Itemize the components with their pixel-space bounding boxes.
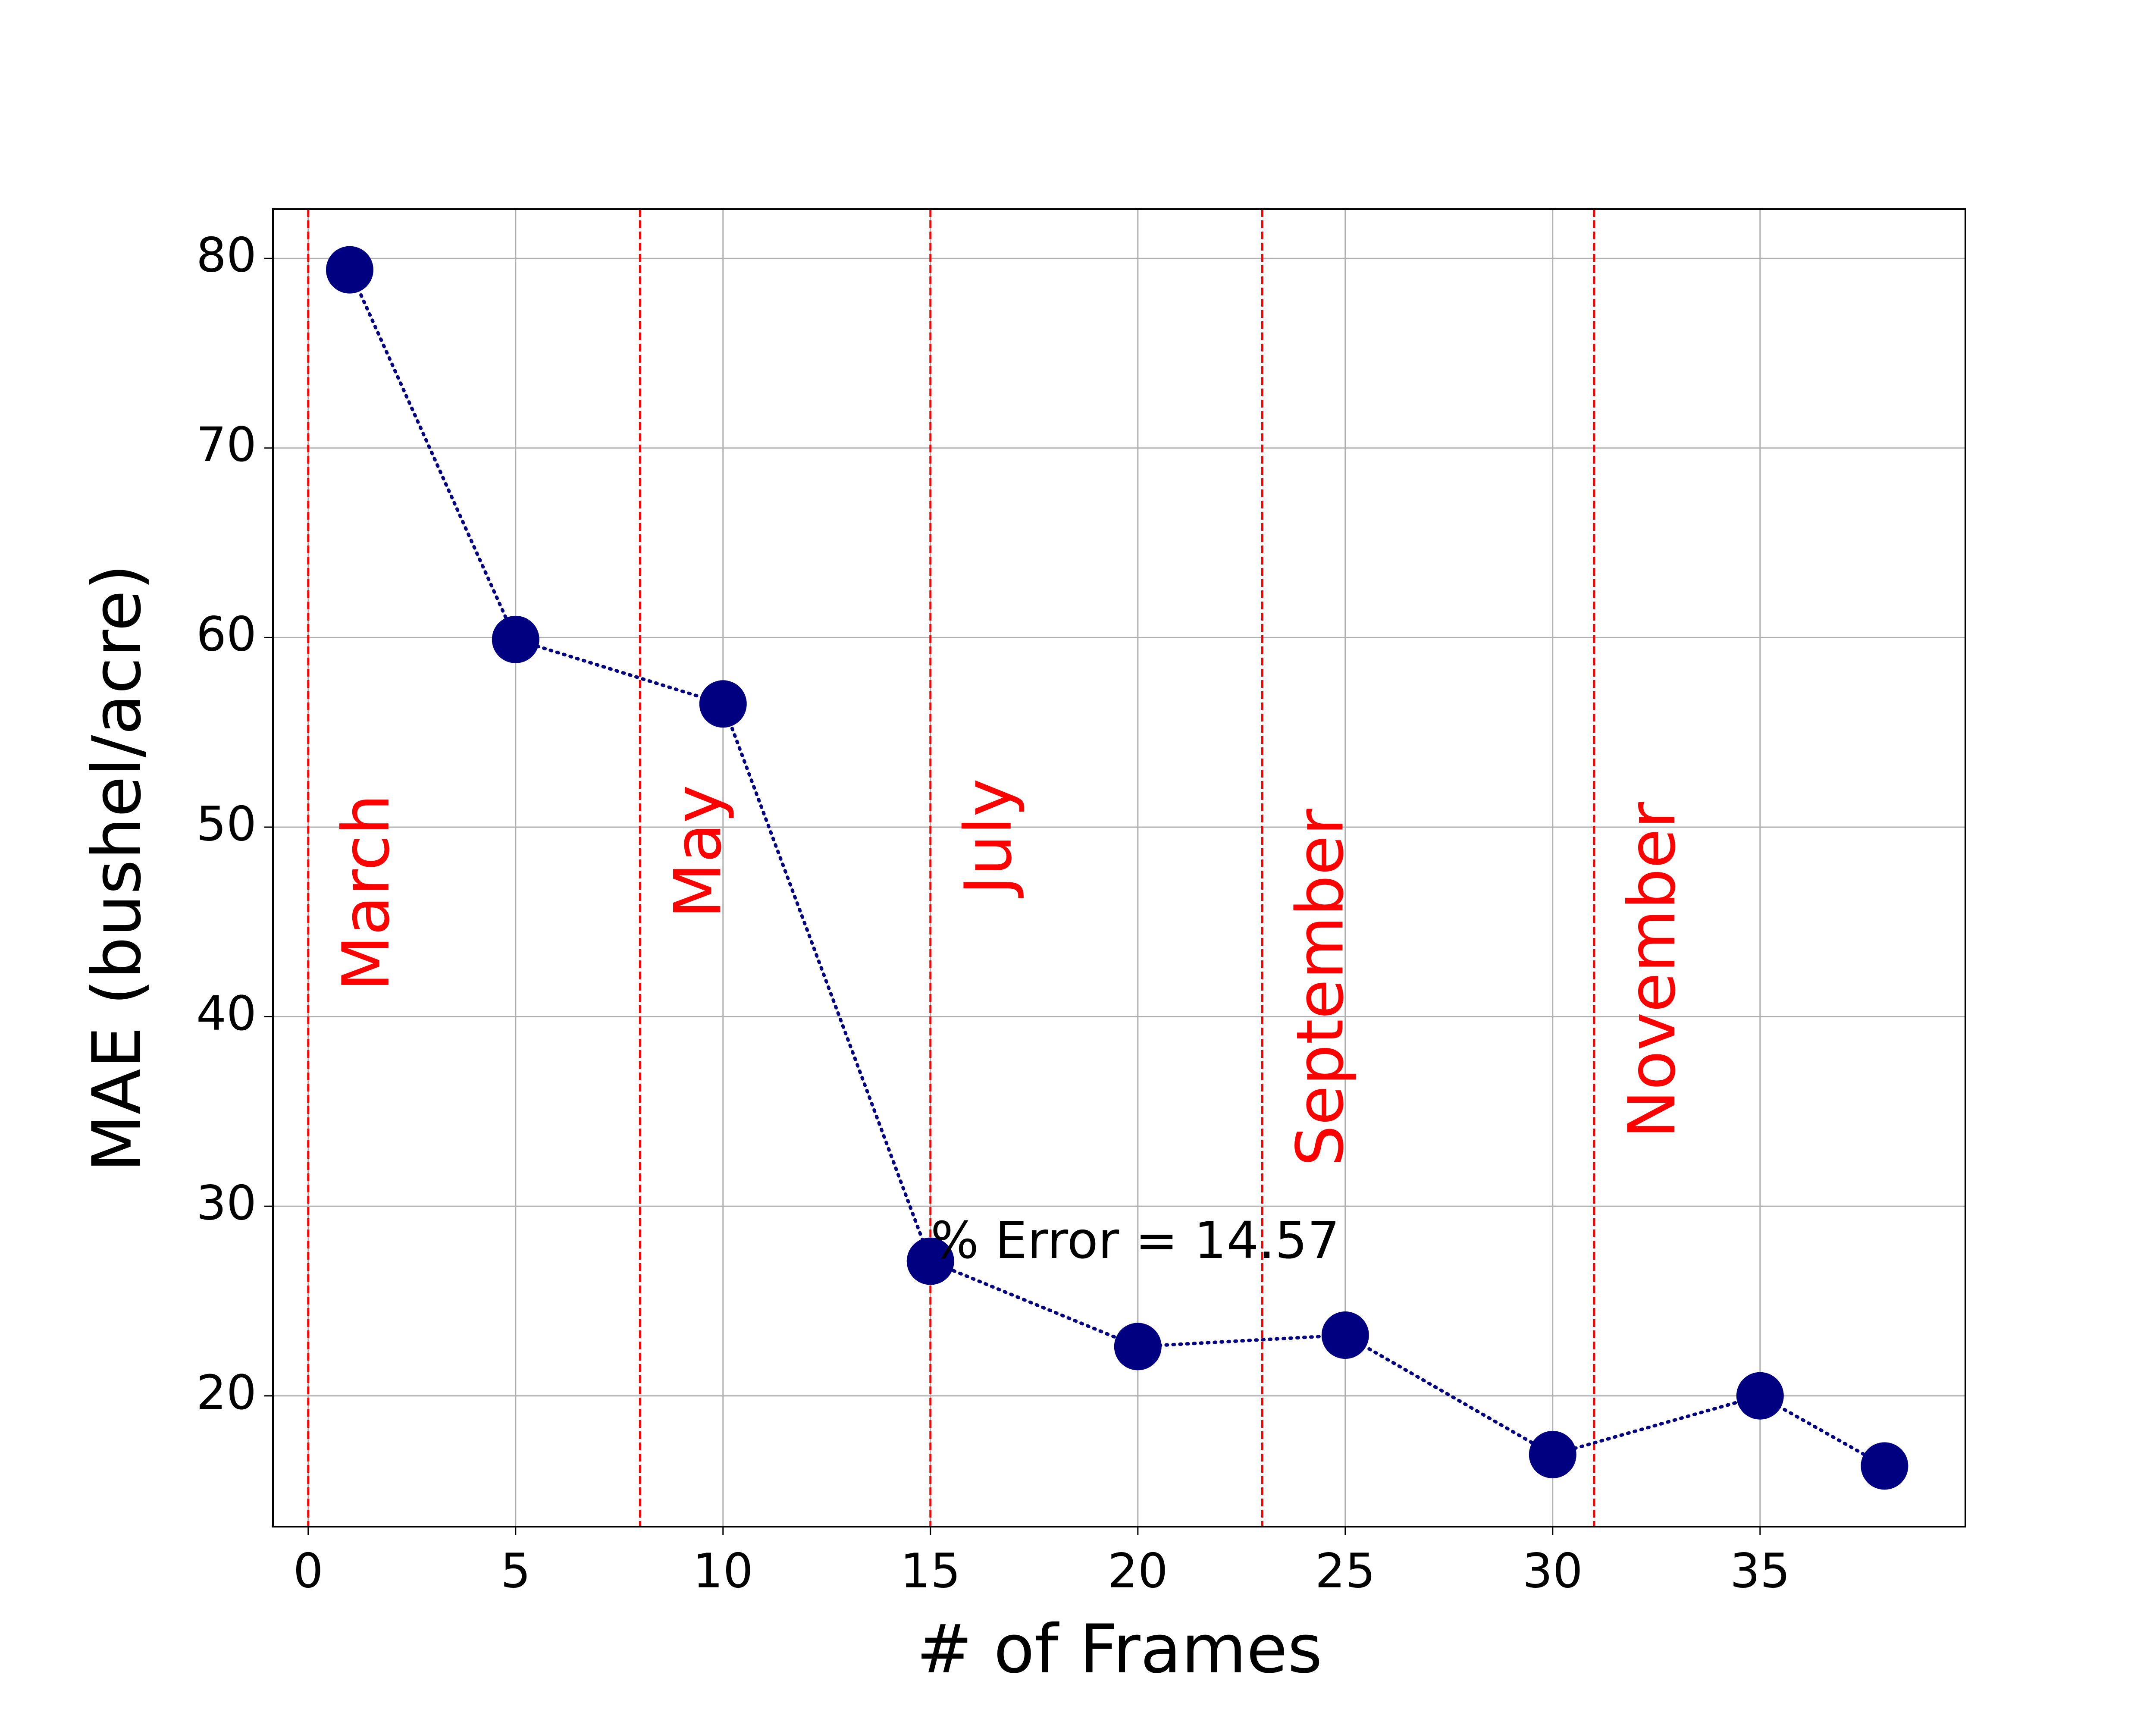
point <box>1736 1372 1784 1420</box>
month-label: September <box>1283 809 1358 1166</box>
month-label: November <box>1615 802 1690 1139</box>
point <box>906 1237 954 1285</box>
x-tick-label: 35 <box>1730 1543 1790 1598</box>
month-label: May <box>661 785 736 919</box>
annotation: % Error = 14.57 <box>931 1211 1340 1270</box>
x-tick-label: 5 <box>501 1543 531 1598</box>
x-tick-label: 25 <box>1315 1543 1376 1598</box>
point <box>1321 1311 1369 1359</box>
y-tick-label: 70 <box>196 417 257 472</box>
point <box>1529 1430 1576 1478</box>
x-tick-label: 10 <box>693 1543 753 1598</box>
point <box>1114 1323 1162 1371</box>
y-tick-label: 30 <box>196 1175 257 1230</box>
point <box>326 246 373 294</box>
y-axis-label: MAE (bushel/acre) <box>78 564 156 1172</box>
month-label: March <box>329 794 404 991</box>
x-tick-label: 20 <box>1108 1543 1168 1598</box>
month-label: July <box>951 778 1026 898</box>
y-tick-label: 40 <box>196 986 257 1041</box>
y-tick-label: 20 <box>196 1365 257 1420</box>
y-tick-label: 60 <box>196 607 257 662</box>
x-axis-label: # of Frames <box>916 1610 1322 1688</box>
plot-frame <box>272 208 1966 1527</box>
x-tick-label: 15 <box>900 1543 961 1598</box>
x-tick-label: 30 <box>1523 1543 1583 1598</box>
y-tick-label: 80 <box>196 228 257 283</box>
point <box>1861 1442 1908 1490</box>
point <box>699 680 747 728</box>
x-tick-label: 0 <box>293 1543 323 1598</box>
y-tick-label: 50 <box>196 796 257 851</box>
point <box>492 615 539 663</box>
